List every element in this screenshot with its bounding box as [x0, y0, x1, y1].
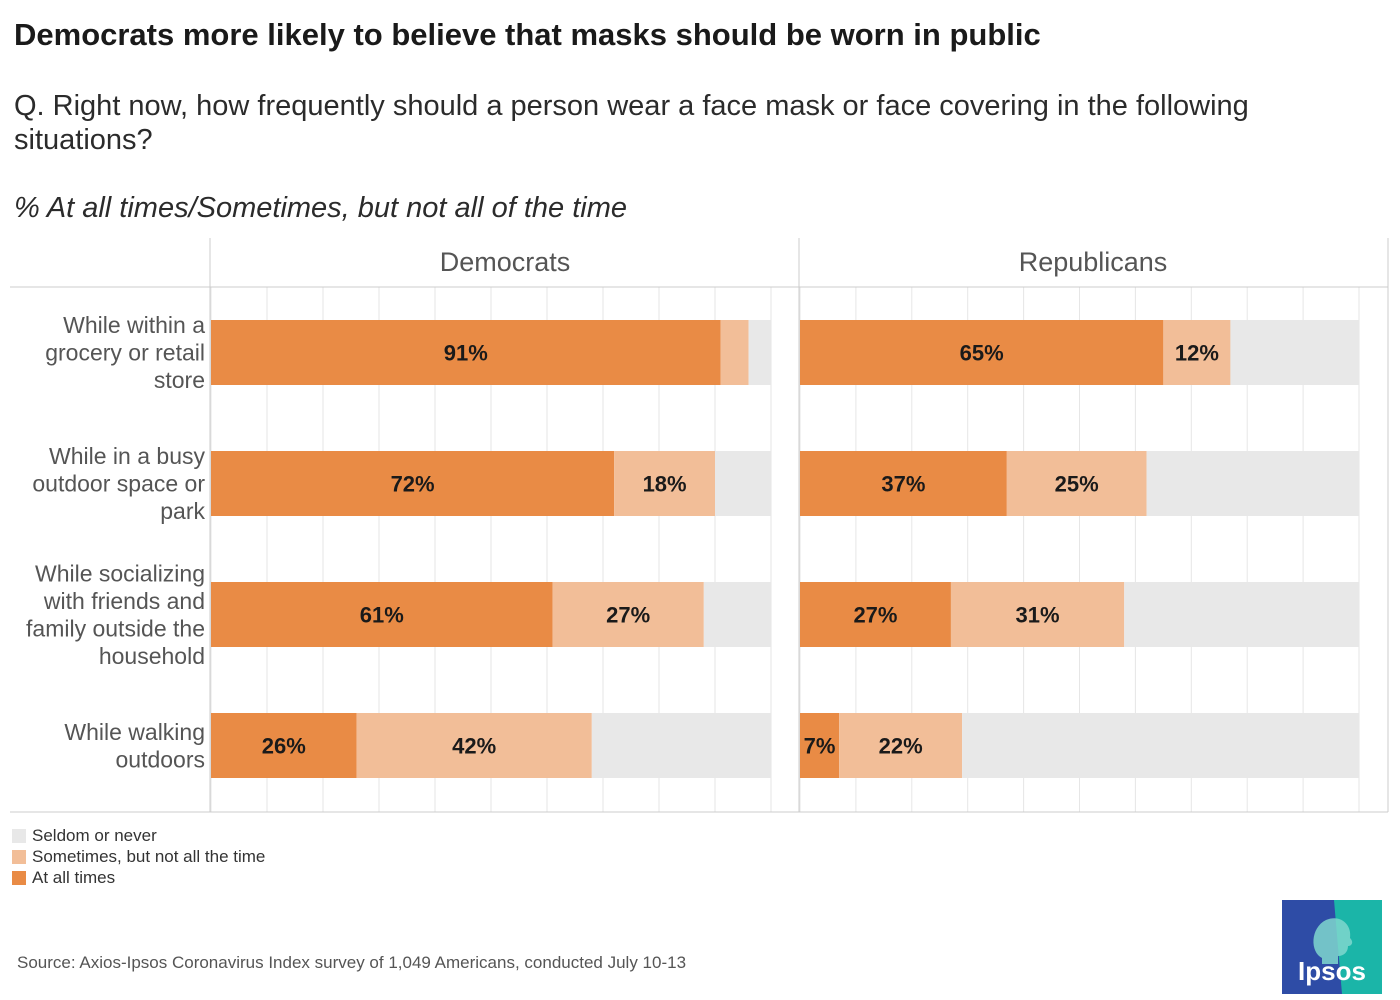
bar-sometimes-democrats: [614, 451, 715, 516]
data-label: 12%: [1175, 341, 1219, 366]
source-note: Source: Axios-Ipsos Coronavirus Index su…: [17, 953, 687, 972]
data-label: 18%: [643, 472, 687, 497]
legend: Seldom or never Sometimes, but not all t…: [12, 825, 265, 888]
bar-at-all-times-democrats: [211, 713, 357, 778]
category-label: with friends and: [43, 588, 205, 614]
legend-swatch-seldom: [12, 828, 26, 843]
category-label: store: [154, 367, 205, 393]
bar-sometimes-republicans: [950, 582, 1125, 647]
legend-label-seldom: Seldom or never: [32, 825, 157, 845]
chart-title: Democrats more likely to believe that ma…: [14, 17, 1041, 52]
category-label: While within a: [63, 312, 205, 338]
ipsos-logo: Ipsos: [1282, 900, 1382, 994]
legend-label-sometimes: Sometimes, but not all the time: [32, 846, 266, 866]
category-label: While walking: [64, 719, 205, 745]
bar-at-all-times-republicans: [800, 320, 1164, 385]
bar-sometimes-democrats: [552, 582, 704, 647]
bar-sometimes-republicans: [1006, 451, 1147, 516]
bar-at-all-times-democrats: [211, 582, 553, 647]
bar-sometimes-republicans: [1163, 320, 1231, 385]
legend-label-at-all-times: At all times: [32, 867, 116, 887]
category-label: household: [99, 643, 205, 669]
category-label: grocery or retail: [45, 340, 205, 366]
legend-item-seldom: Seldom or never: [12, 825, 265, 846]
category-label: park: [160, 498, 205, 524]
bar-sometimes-republicans: [839, 713, 963, 778]
bar-at-all-times-republicans: [800, 451, 1007, 516]
bar-seldom-republicans: [1124, 582, 1359, 647]
data-label: 65%: [960, 341, 1004, 366]
category-label: While in a busy: [49, 443, 205, 469]
category-label: outdoor space or: [32, 471, 205, 497]
panel-header-republicans: Republicans: [1019, 247, 1168, 277]
data-label: 42%: [452, 734, 496, 759]
panel-header-democrats: Democrats: [440, 247, 571, 277]
data-label: 7%: [804, 734, 836, 759]
category-label: family outside the: [26, 615, 205, 641]
legend-swatch-at-all-times: [12, 870, 26, 885]
data-label: 22%: [879, 734, 923, 759]
data-label: 26%: [262, 734, 306, 759]
data-label: 27%: [853, 603, 897, 628]
data-label: 37%: [881, 472, 925, 497]
bar-at-all-times-republicans: [800, 713, 840, 778]
bar-at-all-times-republicans: [800, 582, 951, 647]
data-label: 91%: [444, 341, 488, 366]
survey-question: Q. Right now, how frequently should a pe…: [14, 90, 1249, 156]
data-label: 72%: [391, 472, 435, 497]
category-label: While socializing: [35, 560, 205, 586]
category-label: outdoors: [115, 746, 205, 772]
bar-at-all-times-democrats: [211, 451, 615, 516]
legend-item-at-all-times: At all times: [12, 867, 265, 888]
legend-item-sometimes: Sometimes, but not all the time: [12, 846, 265, 867]
bar-sometimes-democrats: [720, 320, 749, 385]
data-label: 61%: [360, 603, 404, 628]
bar-at-all-times-democrats: [211, 320, 721, 385]
bar-seldom-democrats: [715, 451, 771, 516]
logo-text: Ipsos: [1298, 956, 1366, 986]
data-label: 31%: [1016, 603, 1060, 628]
legend-swatch-sometimes: [12, 849, 26, 864]
data-label: 27%: [606, 603, 650, 628]
bar-seldom-republicans: [1146, 451, 1359, 516]
bar-sometimes-democrats: [356, 713, 592, 778]
chart-subtitle: % At all times/Sometimes, but not all of…: [14, 192, 628, 224]
bar-seldom-democrats: [748, 320, 771, 385]
bar-seldom-democrats: [591, 713, 771, 778]
data-label: 25%: [1055, 472, 1099, 497]
bar-seldom-republicans: [1230, 320, 1359, 385]
logo-head-silhouette-icon: [1313, 918, 1353, 964]
bar-seldom-republicans: [962, 713, 1359, 778]
bar-seldom-democrats: [703, 582, 771, 647]
